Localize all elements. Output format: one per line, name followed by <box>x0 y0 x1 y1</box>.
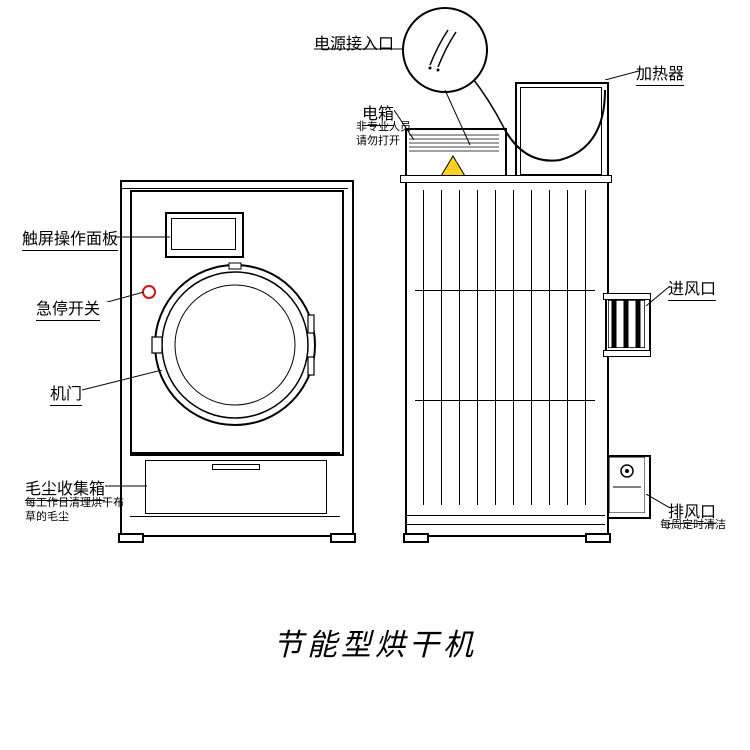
front-foot-right <box>330 533 356 543</box>
rear-foot-right <box>585 533 611 543</box>
elec-box-leader <box>394 110 414 140</box>
estop-leader <box>100 292 144 302</box>
air-inlet-leader <box>646 286 670 306</box>
estop-label: 急停开关 <box>36 295 100 321</box>
callout-leader <box>430 90 480 150</box>
air-inlet-label: 进风口 <box>668 275 716 301</box>
power-callout <box>400 5 490 95</box>
lint-note: 每工作日清理烘干布 草的毛尘 <box>25 496 124 525</box>
air-inlet-slats <box>608 300 645 348</box>
touch-panel-label: 触屏操作面板 <box>22 225 118 251</box>
air-inlet-flange-top <box>603 293 651 300</box>
front-top-strip <box>122 182 348 189</box>
rear-vents <box>415 190 595 505</box>
power-inlet-label: 电源接入口 <box>314 30 394 54</box>
front-foot-left <box>118 533 144 543</box>
rear-foot-left <box>403 533 429 543</box>
power-inlet-leader <box>314 48 404 50</box>
diagram-title: 节能型烘干机 <box>0 620 750 664</box>
air-inlet-flange-bot <box>603 350 651 357</box>
front-bottom-strip <box>130 516 340 517</box>
air-outlet-leader <box>646 494 670 510</box>
touch-panel-inner <box>171 218 236 250</box>
heater-leader <box>605 70 639 80</box>
air-outlet-detail <box>609 457 645 513</box>
air-outlet-note: 每周定时清洁 <box>660 518 726 532</box>
front-divider <box>130 452 340 454</box>
door-svg <box>150 260 320 430</box>
touch-panel-leader <box>115 234 170 240</box>
rear-bottom-strip2 <box>405 524 605 525</box>
lint-handle <box>212 464 260 470</box>
rear-bottom-strip1 <box>405 515 605 516</box>
door-label: 机门 <box>50 380 82 406</box>
heater-label: 加热器 <box>636 60 684 86</box>
lint-leader <box>105 484 147 488</box>
door-leader <box>82 370 162 395</box>
